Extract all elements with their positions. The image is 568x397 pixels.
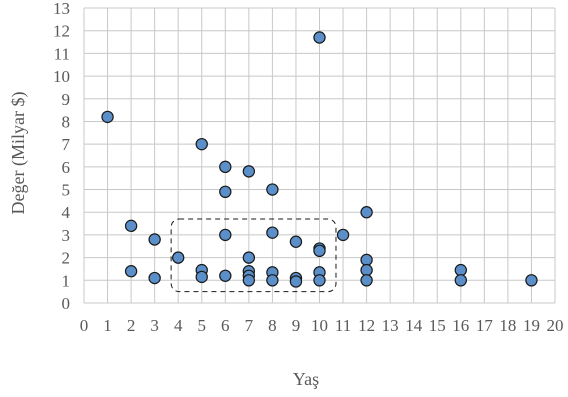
data-point xyxy=(124,265,138,278)
data-point xyxy=(195,137,208,151)
data-point xyxy=(360,206,373,219)
y-tick-label: 1 xyxy=(62,271,71,290)
data-point xyxy=(454,263,467,277)
x-tick-label: 4 xyxy=(174,316,183,335)
x-tick-label: 13 xyxy=(382,316,399,335)
data-point xyxy=(101,110,114,124)
data-point xyxy=(124,219,138,233)
y-tick-label: 2 xyxy=(62,249,71,268)
data-point xyxy=(454,274,467,287)
y-tick-label: 9 xyxy=(62,90,71,109)
data-point xyxy=(266,183,279,196)
highlight-box xyxy=(170,218,337,293)
data-point xyxy=(525,274,538,287)
x-tick-label: 10 xyxy=(311,316,328,335)
y-tick-label: 13 xyxy=(53,0,70,18)
data-point xyxy=(266,274,279,287)
data-point xyxy=(313,274,326,287)
data-point xyxy=(219,269,232,282)
data-point xyxy=(242,274,256,287)
x-tick-label: 15 xyxy=(429,316,446,335)
data-point xyxy=(242,165,256,178)
data-point xyxy=(219,228,232,242)
y-axis-title: Değer (Milyar $) xyxy=(8,92,29,215)
data-point xyxy=(336,228,350,242)
x-tick-label: 8 xyxy=(268,316,277,335)
x-tick-label: 19 xyxy=(523,316,540,335)
x-tick-label: 7 xyxy=(245,316,254,335)
data-point xyxy=(266,226,279,239)
y-tick-label: 5 xyxy=(62,181,71,200)
y-tick-label: 0 xyxy=(62,294,71,313)
data-point xyxy=(242,251,256,264)
data-point xyxy=(171,251,185,264)
x-tick-label: 18 xyxy=(499,316,516,335)
data-point xyxy=(219,185,232,199)
x-tick-label: 0 xyxy=(80,316,89,335)
x-tick-label: 3 xyxy=(150,316,159,335)
data-point xyxy=(219,160,232,174)
data-points xyxy=(101,31,538,288)
data-point xyxy=(313,31,326,44)
data-point xyxy=(289,275,303,288)
x-tick-label: 9 xyxy=(292,316,301,335)
data-point xyxy=(195,270,208,284)
y-tick-label: 3 xyxy=(62,226,71,245)
x-tick-label: 16 xyxy=(452,316,469,335)
x-tick-label: 17 xyxy=(476,316,494,335)
dashed-highlight-rect xyxy=(170,218,337,293)
y-tick-label: 7 xyxy=(62,135,71,154)
grid-lines xyxy=(83,7,556,304)
x-tick-label: 5 xyxy=(198,316,207,335)
data-point xyxy=(360,274,373,287)
data-point xyxy=(148,233,161,246)
y-tick-label: 4 xyxy=(62,203,71,222)
x-tick-label: 2 xyxy=(127,316,136,335)
data-point xyxy=(148,271,161,285)
y-tick-label: 12 xyxy=(53,22,70,41)
x-tick-label: 12 xyxy=(358,316,375,335)
x-tick-label: 20 xyxy=(547,316,564,335)
y-tick-label: 8 xyxy=(62,112,71,131)
data-point xyxy=(289,235,303,248)
x-tick-label: 11 xyxy=(335,316,351,335)
data-point xyxy=(313,244,326,258)
x-tick-label: 1 xyxy=(103,316,112,335)
x-tick-label: 6 xyxy=(221,316,230,335)
data-point xyxy=(360,253,373,267)
x-tick-label: 14 xyxy=(405,316,423,335)
x-axis-ticks: 0 1 2 3 4 5 6 7 8 9 10 11 12 13 14 15 16 17 18 19 20 xyxy=(80,316,564,335)
y-tick-label: 10 xyxy=(53,67,70,86)
y-tick-label: 6 xyxy=(62,158,71,177)
x-axis-title: Yaş xyxy=(293,369,319,389)
data-point xyxy=(360,263,373,277)
y-tick-label: 11 xyxy=(54,44,70,63)
